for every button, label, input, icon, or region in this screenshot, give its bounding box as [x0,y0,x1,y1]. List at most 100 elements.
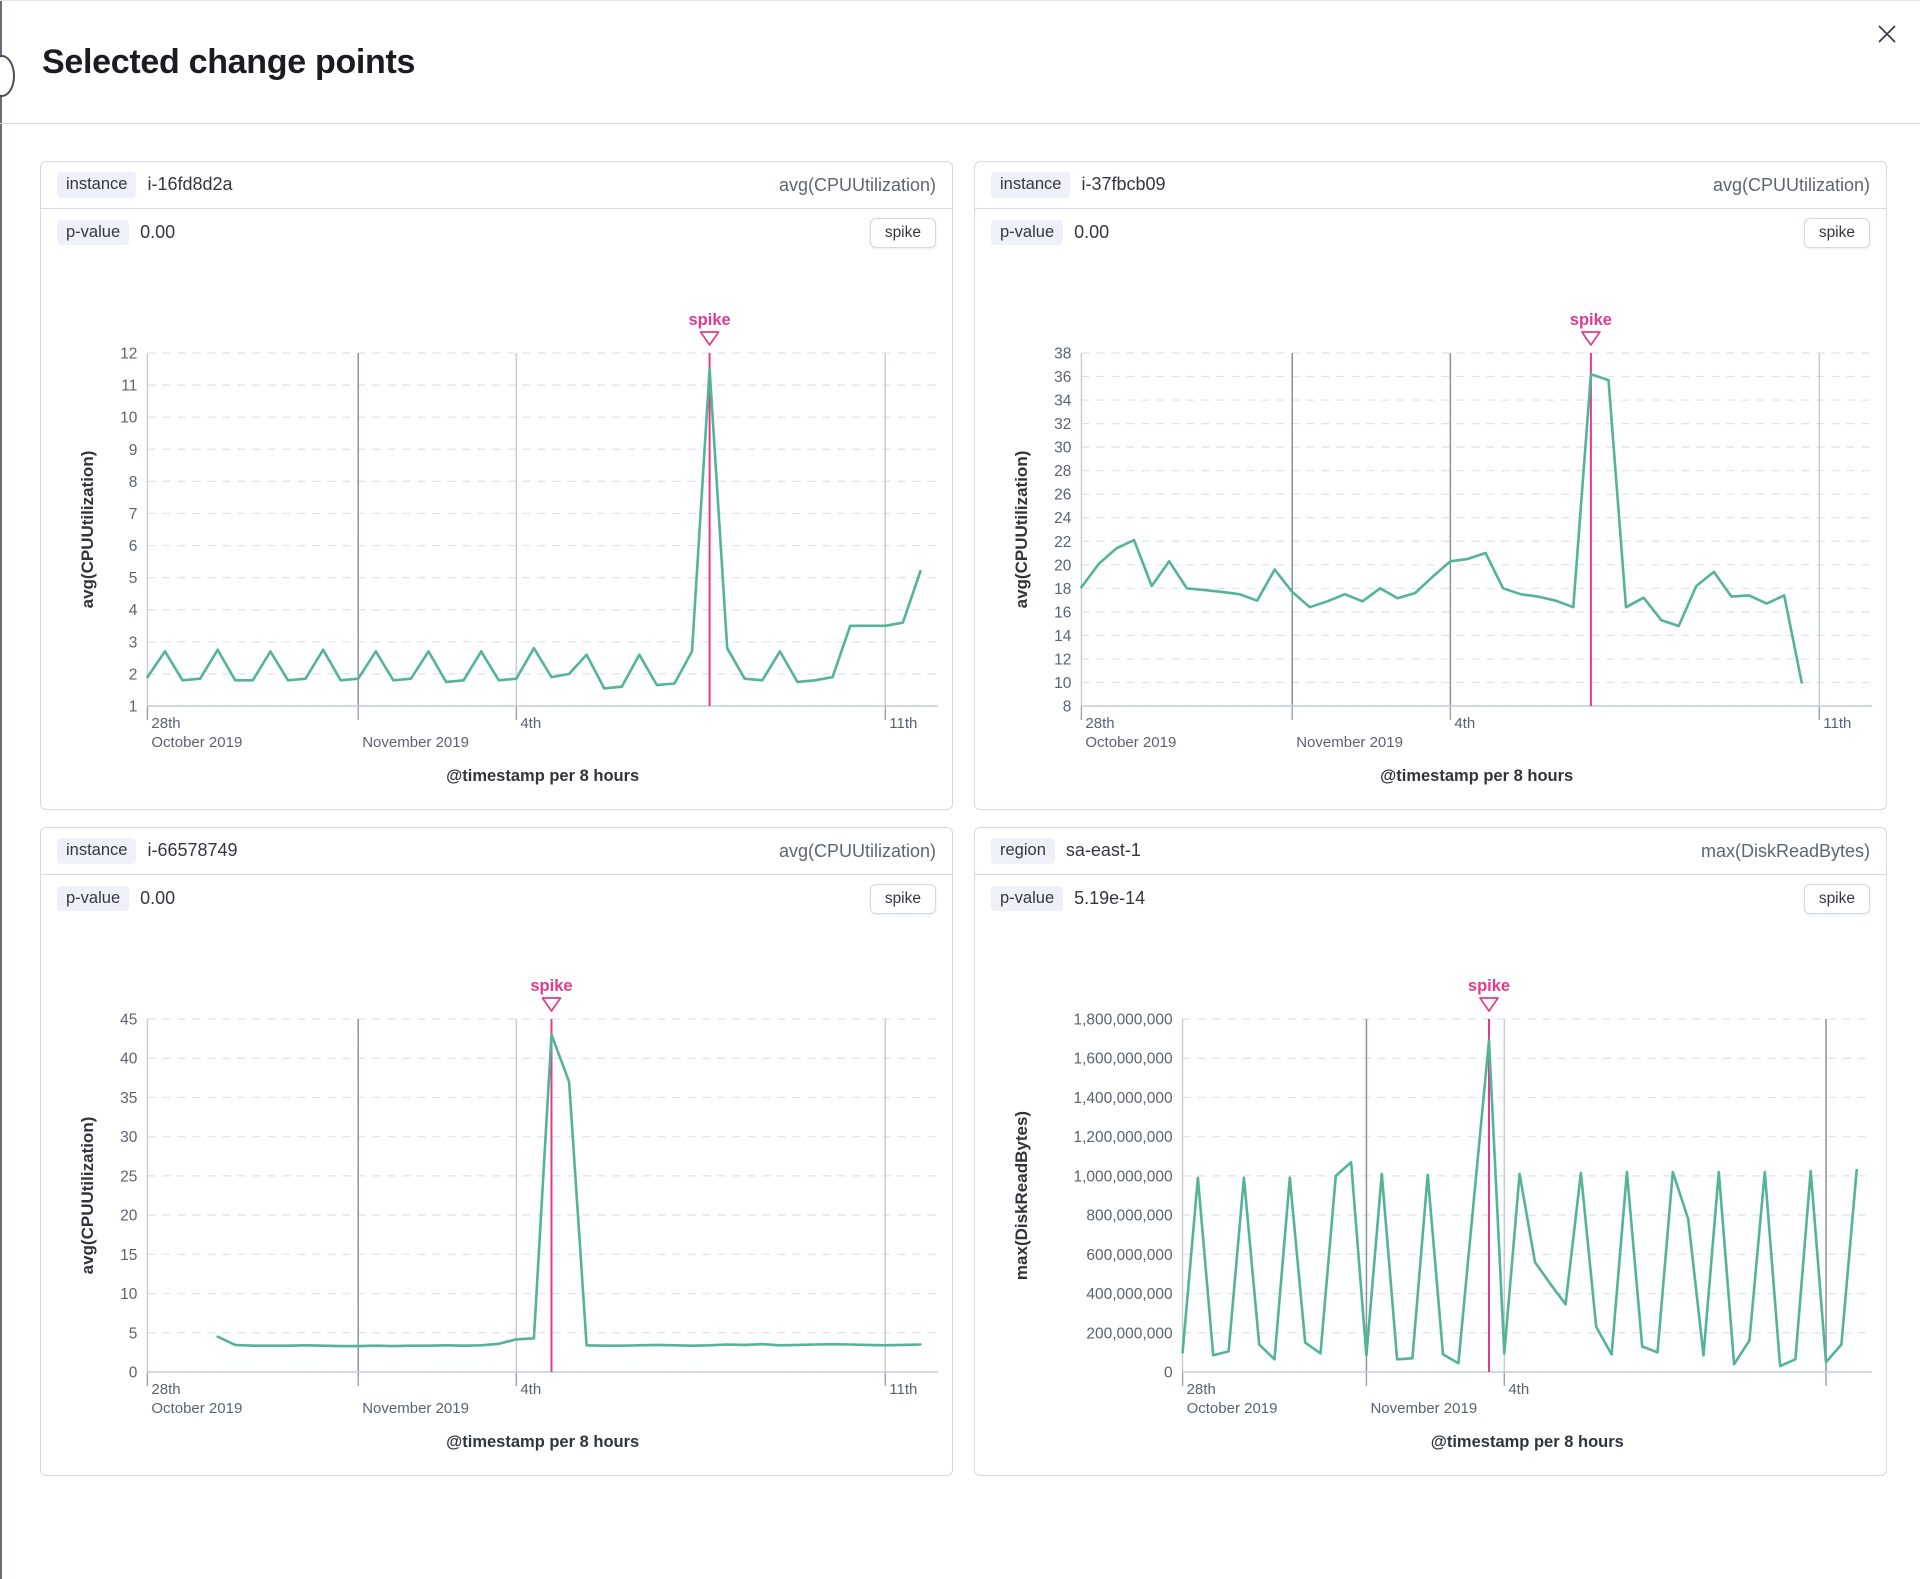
chart-area: 0 5 10 15 20 25 30 35 40 45 28th October 2019 Novemb… [41,922,952,1470]
svg-text:1,200,000,000: 1,200,000,000 [1073,1129,1173,1146]
svg-text:26: 26 [1054,487,1071,504]
card-pvalue-row: p-value 0.00 spike [975,209,1886,256]
change-point-card: instance i-66578749 avg(CPUUtilization) … [40,827,953,1476]
change-point-type-button[interactable]: spike [1803,217,1870,248]
svg-text:8: 8 [129,474,138,491]
svg-text:32: 32 [1054,416,1071,433]
p-value: 0.00 [140,887,176,908]
svg-text:November 2019: November 2019 [1296,734,1403,751]
chart-area: 8 10 12 14 16 18 20 22 24 26 28 30 32 34 36 38 28th Octob… [975,256,1886,804]
svg-text:800,000,000: 800,000,000 [1086,1208,1173,1225]
svg-text:@timestamp per 8 hours: @timestamp per 8 hours [1380,767,1573,785]
svg-text:200,000,000: 200,000,000 [1086,1325,1173,1342]
field-value: i-66578749 [147,840,238,861]
field-name-badge: instance [57,838,137,864]
svg-text:38: 38 [1054,346,1071,363]
svg-text:spike: spike [1570,311,1612,329]
svg-text:0: 0 [129,1365,138,1382]
svg-text:October 2019: October 2019 [1187,1400,1278,1417]
field-value: i-37fbcb09 [1081,174,1166,195]
svg-text:12: 12 [120,346,137,363]
svg-text:22: 22 [1054,534,1071,551]
svg-text:28th: 28th [1085,715,1114,732]
chart-area: 0 200,000,000 400,000,000 600,000,000 800,00… [975,922,1886,1470]
card-pvalue-row: p-value 5.19e-14 spike [975,875,1886,922]
field-name-badge: instance [57,172,137,198]
svg-text:4: 4 [129,602,138,619]
svg-text:34: 34 [1054,393,1072,410]
svg-text:18: 18 [1054,581,1071,598]
svg-text:11: 11 [121,378,137,395]
close-button[interactable] [1870,17,1904,51]
card-field-row: instance i-16fd8d2a avg(CPUUtilization) [41,162,952,209]
svg-text:20: 20 [120,1208,138,1225]
svg-text:4th: 4th [520,715,541,732]
modal-header: Selected change points [0,1,1920,124]
p-value-badge: p-value [991,219,1064,246]
line-chart: 0 200,000,000 400,000,000 600,000,000 800,00… [1012,977,1872,1451]
svg-text:1,600,000,000: 1,600,000,000 [1073,1051,1173,1068]
svg-text:spike: spike [530,977,572,995]
svg-text:spike: spike [1468,977,1510,995]
svg-text:28th: 28th [151,1381,180,1398]
svg-text:400,000,000: 400,000,000 [1086,1286,1173,1303]
svg-text:8: 8 [1063,699,1072,716]
field-name-badge: region [991,838,1055,864]
change-point-type-button[interactable]: spike [869,883,936,914]
card-pvalue-row: p-value 0.00 spike [41,875,952,922]
p-value-badge: p-value [57,219,130,246]
field-value: sa-east-1 [1065,840,1141,861]
svg-text:October 2019: October 2019 [151,734,242,751]
svg-text:28th: 28th [1187,1381,1216,1398]
svg-text:avg(CPUUtilization): avg(CPUUtilization) [1012,451,1031,609]
svg-text:@timestamp per 8 hours: @timestamp per 8 hours [446,1433,639,1451]
svg-text:November 2019: November 2019 [1370,1400,1477,1417]
svg-text:30: 30 [1054,440,1072,457]
metric-label: avg(CPUUtilization) [778,840,936,861]
svg-text:10: 10 [120,1286,138,1303]
svg-text:600,000,000: 600,000,000 [1086,1247,1173,1264]
svg-text:16: 16 [1054,604,1071,621]
svg-text:1: 1 [129,699,138,716]
svg-text:3: 3 [129,634,138,651]
card-pvalue-row: p-value 0.00 spike [41,209,952,256]
chart-area: 1 2 3 4 5 6 7 8 9 10 11 12 28th October 2019 November … [41,256,952,804]
card-field-row: instance i-37fbcb09 avg(CPUUtilization) [975,162,1886,209]
svg-text:30: 30 [120,1129,138,1146]
svg-text:November 2019: November 2019 [362,734,469,751]
svg-text:28th: 28th [151,715,180,732]
svg-text:1,800,000,000: 1,800,000,000 [1073,1012,1173,1029]
svg-text:15: 15 [120,1247,137,1264]
line-chart: 0 5 10 15 20 25 30 35 40 45 28th October 2019 Novemb… [78,977,938,1451]
page-title: Selected change points [42,42,416,81]
svg-text:45: 45 [120,1012,137,1029]
svg-text:11th: 11th [889,1381,917,1398]
svg-text:12: 12 [1054,651,1071,668]
close-icon [1878,25,1896,43]
svg-text:avg(CPUUtilization): avg(CPUUtilization) [78,451,97,609]
svg-text:5: 5 [129,570,138,587]
change-point-card: region sa-east-1 max(DiskReadBytes) p-va… [974,827,1887,1476]
svg-text:1,000,000,000: 1,000,000,000 [1073,1168,1173,1185]
svg-text:@timestamp per 8 hours: @timestamp per 8 hours [446,767,639,785]
svg-text:October 2019: October 2019 [151,1400,242,1417]
svg-text:28: 28 [1054,463,1071,480]
p-value: 0.00 [140,221,176,242]
metric-label: avg(CPUUtilization) [778,174,936,195]
card-field-row: region sa-east-1 max(DiskReadBytes) [975,828,1886,875]
svg-text:25: 25 [120,1168,137,1185]
field-name-badge: instance [991,172,1071,198]
svg-text:11th: 11th [1823,715,1851,732]
svg-text:40: 40 [120,1051,138,1068]
metric-label: avg(CPUUtilization) [1712,174,1870,195]
svg-text:14: 14 [1054,628,1072,645]
change-point-type-button[interactable]: spike [1803,883,1870,914]
svg-text:avg(CPUUtilization): avg(CPUUtilization) [78,1117,97,1275]
svg-text:9: 9 [129,442,138,459]
change-point-card: instance i-37fbcb09 avg(CPUUtilization) … [974,161,1887,810]
svg-text:10: 10 [1054,675,1072,692]
change-point-cards-grid: instance i-16fd8d2a avg(CPUUtilization) … [40,161,1887,1476]
change-point-type-button[interactable]: spike [869,217,936,248]
